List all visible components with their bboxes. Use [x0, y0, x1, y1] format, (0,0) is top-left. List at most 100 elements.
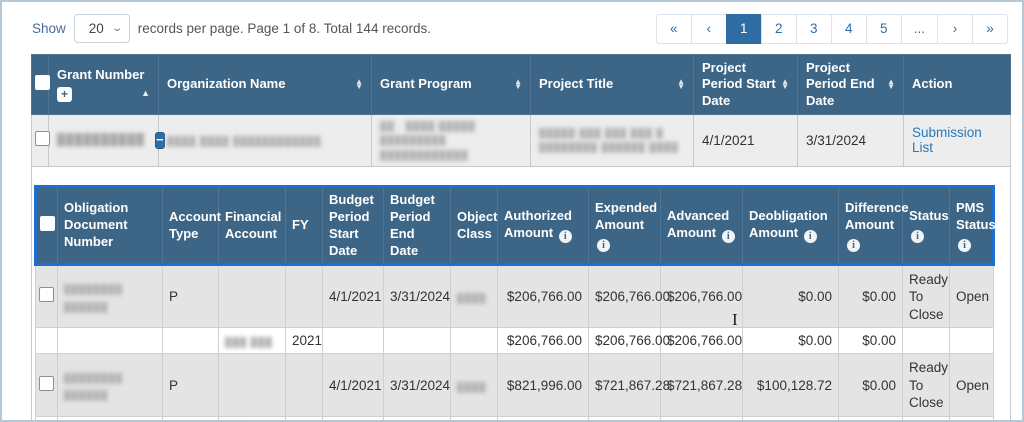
info-icon[interactable]: i: [597, 238, 610, 252]
fy-header[interactable]: FY: [285, 184, 323, 267]
info-icon[interactable]: i: [803, 230, 817, 244]
grant-row: ██████████ − ████ ████ ████████████ ██ -…: [31, 113, 1011, 167]
grant-program-header[interactable]: Grant Program ▲ ▼: [371, 54, 531, 115]
project-period-start-header[interactable]: Project Period Start Date ▲ ▼: [693, 54, 798, 115]
project-period-end-header[interactable]: Project Period End Date ▲ ▼: [797, 54, 904, 115]
action-header: Action: [903, 54, 1011, 115]
submission-list-link[interactable]: Submission List: [912, 125, 982, 156]
expended-amount-cell: $721,867.28: [588, 416, 661, 420]
page-next-button[interactable]: ›: [937, 13, 973, 44]
collapse-row-icon[interactable]: −: [154, 131, 165, 149]
grants-header-row: Grant Number + ▲ Organization Name ▲ ▼: [31, 54, 1011, 115]
grant-number-header[interactable]: Grant Number + ▲: [48, 54, 159, 115]
difference-amount-cell: $0.00: [838, 416, 903, 420]
account-type-header[interactable]: Account Type: [162, 184, 221, 267]
deobligation-amount-header[interactable]: Deobligation Amount i: [742, 184, 839, 267]
select-all-grants-checkbox[interactable]: [35, 74, 50, 90]
page-size-select[interactable]: 20 ⌄: [73, 14, 130, 43]
info-icon[interactable]: i: [721, 230, 735, 244]
grant-number-header-label: Grant Number: [57, 67, 145, 83]
page-ellipsis-button[interactable]: ...: [900, 13, 938, 44]
info-icon[interactable]: i: [958, 238, 971, 252]
show-label: Show: [32, 21, 66, 36]
table-controls-bar: Show 20 ⌄ records per page. Page 1 of 8.…: [2, 2, 1022, 54]
project-period-start-header-label: Project Period Start Date: [702, 60, 776, 108]
page-last-button[interactable]: »: [972, 13, 1008, 44]
account-type-cell: [162, 416, 219, 420]
obligations-table: Obligation Document Number Account Type …: [34, 184, 996, 420]
expand-all-icon[interactable]: +: [57, 86, 72, 102]
account-type-cell: P: [162, 353, 219, 418]
advanced-amount-cell: $721,867.28: [660, 353, 743, 418]
deobligation-amount-cell: $0.00: [742, 327, 839, 355]
expended-amount-header[interactable]: Expended Amount i: [588, 184, 661, 267]
object-class-header[interactable]: Object Class: [450, 184, 498, 267]
deobligation-amount-cell: $100,128.72: [742, 416, 839, 420]
page-1-button[interactable]: 1: [725, 13, 762, 44]
status-cell: Ready To Close: [902, 264, 950, 329]
budget-period-end-header[interactable]: Budget Period End Date: [383, 184, 451, 267]
organization-name-header[interactable]: Organization Name ▲ ▼: [158, 54, 372, 115]
info-icon[interactable]: i: [911, 230, 924, 244]
page-size-value: 20: [88, 21, 104, 36]
authorized-amount-header-label: Authorized Amount: [504, 208, 572, 241]
expended-amount-cell: $721,867.28: [588, 353, 670, 418]
records-summary: records per page. Page 1 of 8. Total 144…: [137, 21, 431, 36]
deobligation-amount-header-label: Deobligation Amount: [749, 208, 828, 241]
obligation-row-checkbox[interactable]: [39, 375, 54, 391]
pms-status-cell: Open: [949, 264, 994, 329]
budget-period-end-cell: [383, 327, 451, 355]
info-icon[interactable]: i: [847, 238, 860, 252]
expended-amount-header-label: Expended Amount: [595, 199, 658, 232]
expanded-detail-area: Obligation Document Number Account Type …: [31, 165, 1011, 420]
authorized-amount-cell: $821,996.00: [497, 416, 589, 420]
project-title-header[interactable]: Project Title ▲ ▼: [530, 54, 694, 115]
page-2-button[interactable]: 2: [760, 13, 797, 44]
page-first-button[interactable]: «: [655, 13, 692, 44]
authorized-amount-cell: $821,996.00: [497, 353, 589, 418]
advanced-amount-header-label: Advanced Amount: [667, 208, 730, 241]
sort-icon: ▲ ▼: [887, 77, 895, 92]
advanced-amount-header[interactable]: Advanced Amount i: [660, 184, 743, 267]
deobligation-amount-cell: $0.00: [742, 264, 839, 329]
organization-name-cell: ████ ████ ████████████: [158, 113, 372, 167]
obligation-document-number-cell: [57, 416, 163, 420]
page-4-button[interactable]: 4: [830, 13, 867, 44]
account-type-cell: [162, 327, 219, 355]
budget-period-start-header[interactable]: Budget Period Start Date: [322, 184, 384, 267]
object-class-redacted: ████: [457, 381, 487, 392]
grant-number-cell: ██████████ −: [48, 113, 165, 167]
pms-status-header[interactable]: PMS Status i: [949, 184, 996, 267]
financial-account-header[interactable]: Financial Account: [218, 184, 286, 267]
obligation-row: ████████ ██████ P 4/1/2021 3/31/2024 ███…: [35, 264, 994, 329]
select-all-obligations-checkbox[interactable]: [40, 215, 55, 231]
grant-row-select-cell: [31, 113, 50, 167]
authorized-amount-cell: $206,766.00: [497, 264, 589, 329]
obligation-document-number-cell: ████████ ██████: [57, 353, 163, 418]
project-title-redacted-line2: ████████ ██████ ████: [539, 142, 679, 153]
difference-amount-cell: $0.00: [838, 327, 903, 355]
obligation-document-number-header[interactable]: Obligation Document Number: [57, 184, 163, 267]
obligation-row-checkbox[interactable]: [39, 287, 54, 303]
obligation-row: ████████ ██████ P 4/1/2021 3/31/2024 ███…: [35, 353, 994, 418]
grant-row-checkbox[interactable]: [35, 131, 50, 147]
expended-amount-cell: $206,766.00: [588, 327, 670, 355]
page-prev-button[interactable]: ‹: [690, 13, 727, 44]
grant-program-redacted-line1: ██ - ████ █████: [380, 120, 476, 131]
organization-redacted: ████ ████ ████████████: [167, 136, 322, 147]
project-period-end-header-label: Project Period End Date: [806, 60, 875, 108]
status-header[interactable]: Status i: [902, 184, 950, 267]
difference-amount-header[interactable]: Difference Amount i: [838, 184, 909, 267]
obligation-select-cell: [35, 264, 58, 329]
info-icon[interactable]: i: [558, 230, 572, 244]
authorized-amount-header[interactable]: Authorized Amount i: [497, 184, 589, 267]
chevron-down-icon: ⌄: [111, 23, 124, 34]
obligation-select-cell: [35, 416, 58, 420]
doc-number-redacted: ████████ ██████: [64, 372, 124, 401]
page-3-button[interactable]: 3: [795, 13, 832, 44]
select-all-grants-header: [31, 54, 50, 115]
obligation-subrow: ███ ███ 2021 $206,766.00 $206,766.00 $20…: [35, 327, 994, 355]
page-5-button[interactable]: 5: [865, 13, 902, 44]
grants-table: Grant Number + ▲ Organization Name ▲ ▼: [31, 54, 1011, 420]
